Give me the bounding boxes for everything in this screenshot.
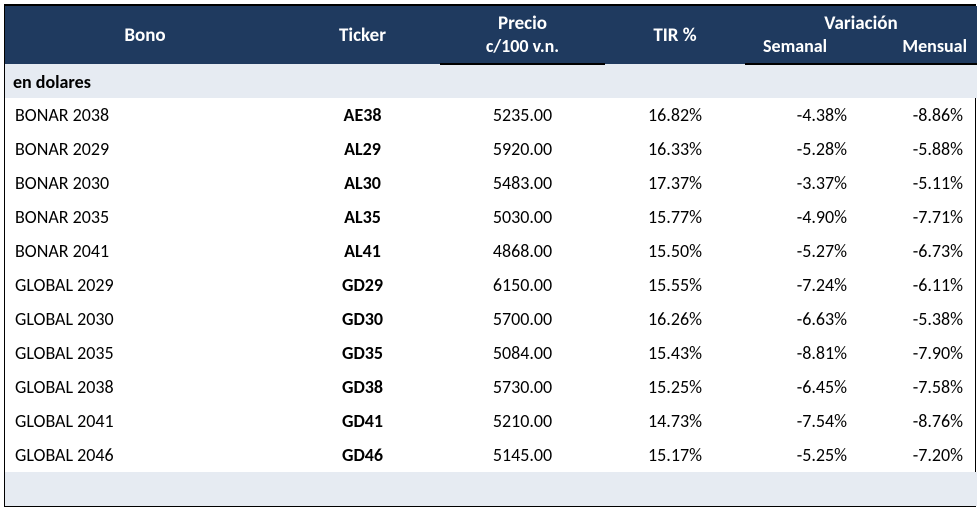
cell-bono: GLOBAL 2030 bbox=[5, 302, 285, 336]
cell-mensual: -8.86% bbox=[865, 98, 977, 132]
cell-tir: 15.77% bbox=[605, 200, 745, 234]
cell-tir: 15.17% bbox=[605, 438, 745, 472]
cell-semanal: -6.45% bbox=[745, 370, 865, 404]
cell-tir: 15.55% bbox=[605, 268, 745, 302]
cell-mensual: -7.90% bbox=[865, 336, 977, 370]
table-row: BONAR 2041AL414868.0015.50%-5.27%-6.73% bbox=[5, 234, 977, 268]
cell-ticker: AE38 bbox=[285, 98, 440, 132]
bond-table: Bono Ticker Precio TIR % Variación c/100… bbox=[5, 6, 977, 506]
cell-precio: 4868.00 bbox=[440, 234, 605, 268]
cell-ticker: AL41 bbox=[285, 234, 440, 268]
cell-mensual: -7.20% bbox=[865, 438, 977, 472]
cell-bono: GLOBAL 2029 bbox=[5, 268, 285, 302]
cell-precio: 5730.00 bbox=[440, 370, 605, 404]
cell-mensual: -5.38% bbox=[865, 302, 977, 336]
cell-tir: 16.26% bbox=[605, 302, 745, 336]
cell-precio: 5030.00 bbox=[440, 200, 605, 234]
table-row: GLOBAL 2030GD305700.0016.26%-6.63%-5.38% bbox=[5, 302, 977, 336]
col-header-semanal: Semanal bbox=[745, 35, 865, 64]
cell-ticker: GD30 bbox=[285, 302, 440, 336]
cell-precio: 5483.00 bbox=[440, 166, 605, 200]
cell-bono: BONAR 2035 bbox=[5, 200, 285, 234]
cell-precio: 5235.00 bbox=[440, 98, 605, 132]
cell-ticker: GD38 bbox=[285, 370, 440, 404]
cell-ticker: GD29 bbox=[285, 268, 440, 302]
cell-semanal: -8.81% bbox=[745, 336, 865, 370]
table-row: BONAR 2038AE385235.0016.82%-4.38%-8.86% bbox=[5, 98, 977, 132]
cell-mensual: -7.58% bbox=[865, 370, 977, 404]
cell-tir: 17.37% bbox=[605, 166, 745, 200]
table-row: GLOBAL 2041GD415210.0014.73%-7.54%-8.76% bbox=[5, 404, 977, 438]
cell-ticker: AL30 bbox=[285, 166, 440, 200]
col-header-ticker: Ticker bbox=[285, 6, 440, 64]
table-row: GLOBAL 2038GD385730.0015.25%-6.45%-7.58% bbox=[5, 370, 977, 404]
table-row: BONAR 2035AL355030.0015.77%-4.90%-7.71% bbox=[5, 200, 977, 234]
col-header-precio-line1: Precio bbox=[440, 6, 605, 35]
cell-mensual: -5.11% bbox=[865, 166, 977, 200]
section-label: en dolares bbox=[5, 64, 977, 98]
cell-precio: 5920.00 bbox=[440, 132, 605, 166]
cell-bono: GLOBAL 2041 bbox=[5, 404, 285, 438]
cell-semanal: -7.54% bbox=[745, 404, 865, 438]
cell-tir: 15.25% bbox=[605, 370, 745, 404]
cell-ticker: AL29 bbox=[285, 132, 440, 166]
cell-semanal: -5.28% bbox=[745, 132, 865, 166]
cell-precio: 5145.00 bbox=[440, 438, 605, 472]
cell-semanal: -4.38% bbox=[745, 98, 865, 132]
cell-ticker: AL35 bbox=[285, 200, 440, 234]
cell-precio: 5084.00 bbox=[440, 336, 605, 370]
table-row: GLOBAL 2035GD355084.0015.43%-8.81%-7.90% bbox=[5, 336, 977, 370]
table-header: Bono Ticker Precio TIR % Variación c/100… bbox=[5, 6, 977, 64]
cell-semanal: -5.27% bbox=[745, 234, 865, 268]
cell-mensual: -6.73% bbox=[865, 234, 977, 268]
table-row: BONAR 2029AL295920.0016.33%-5.28%-5.88% bbox=[5, 132, 977, 166]
table-body: en dolares BONAR 2038AE385235.0016.82%-4… bbox=[5, 64, 977, 506]
cell-bono: BONAR 2029 bbox=[5, 132, 285, 166]
cell-tir: 16.82% bbox=[605, 98, 745, 132]
table-row: GLOBAL 2046GD465145.0015.17%-5.25%-7.20% bbox=[5, 438, 977, 472]
footer-row bbox=[5, 472, 977, 506]
cell-ticker: GD46 bbox=[285, 438, 440, 472]
cell-ticker: GD35 bbox=[285, 336, 440, 370]
col-header-mensual: Mensual bbox=[865, 35, 977, 64]
cell-semanal: -5.25% bbox=[745, 438, 865, 472]
cell-tir: 15.43% bbox=[605, 336, 745, 370]
cell-mensual: -5.88% bbox=[865, 132, 977, 166]
cell-semanal: -7.24% bbox=[745, 268, 865, 302]
col-header-tir: TIR % bbox=[605, 6, 745, 64]
cell-tir: 15.50% bbox=[605, 234, 745, 268]
cell-precio: 5210.00 bbox=[440, 404, 605, 438]
cell-bono: BONAR 2030 bbox=[5, 166, 285, 200]
cell-mensual: -7.71% bbox=[865, 200, 977, 234]
cell-semanal: -4.90% bbox=[745, 200, 865, 234]
cell-mensual: -8.76% bbox=[865, 404, 977, 438]
bond-table-container: Bono Ticker Precio TIR % Variación c/100… bbox=[4, 4, 976, 507]
col-header-bono: Bono bbox=[5, 6, 285, 64]
table-row: GLOBAL 2029GD296150.0015.55%-7.24%-6.11% bbox=[5, 268, 977, 302]
cell-ticker: GD41 bbox=[285, 404, 440, 438]
cell-tir: 14.73% bbox=[605, 404, 745, 438]
cell-semanal: -6.63% bbox=[745, 302, 865, 336]
cell-bono: GLOBAL 2038 bbox=[5, 370, 285, 404]
cell-bono: BONAR 2038 bbox=[5, 98, 285, 132]
cell-precio: 6150.00 bbox=[440, 268, 605, 302]
section-row-dolares: en dolares bbox=[5, 64, 977, 98]
cell-bono: GLOBAL 2035 bbox=[5, 336, 285, 370]
cell-tir: 16.33% bbox=[605, 132, 745, 166]
cell-mensual: -6.11% bbox=[865, 268, 977, 302]
footer-cell bbox=[5, 472, 977, 506]
col-header-precio-line2: c/100 v.n. bbox=[440, 35, 605, 64]
table-row: BONAR 2030AL305483.0017.37%-3.37%-5.11% bbox=[5, 166, 977, 200]
cell-bono: GLOBAL 2046 bbox=[5, 438, 285, 472]
cell-precio: 5700.00 bbox=[440, 302, 605, 336]
cell-bono: BONAR 2041 bbox=[5, 234, 285, 268]
cell-semanal: -3.37% bbox=[745, 166, 865, 200]
col-header-variacion: Variación bbox=[745, 6, 977, 35]
